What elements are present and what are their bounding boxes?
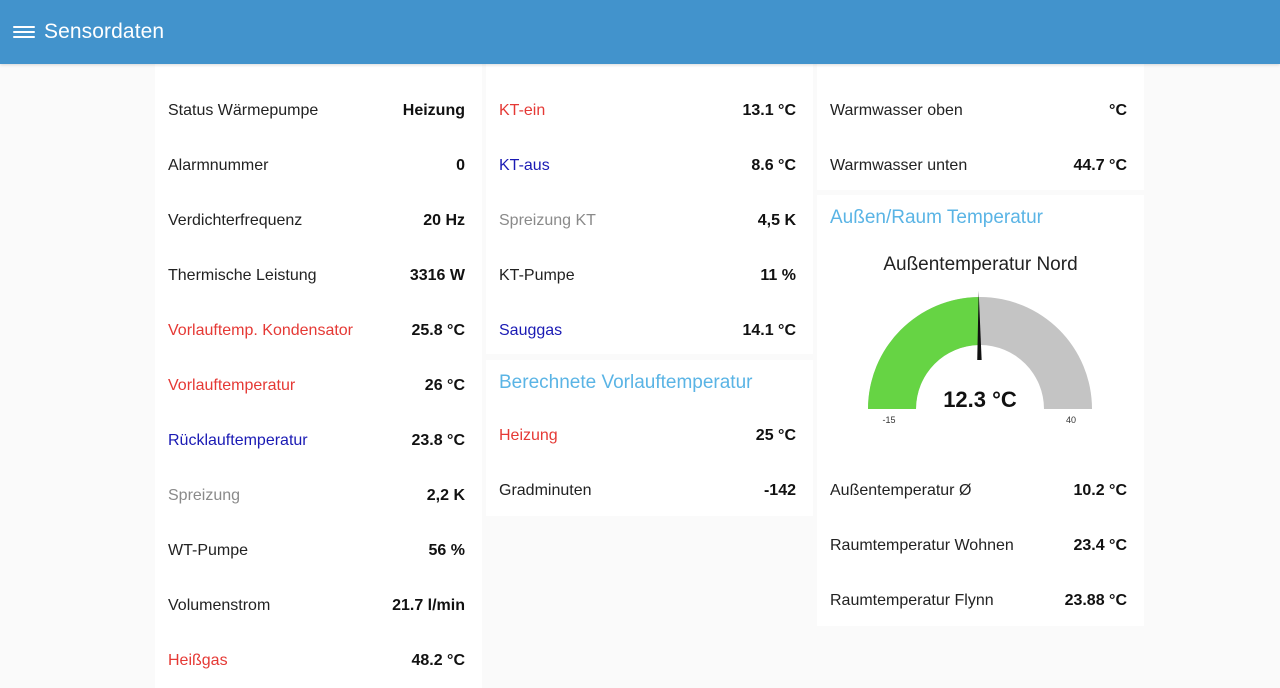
row-value: 4,5 K <box>757 211 796 229</box>
data-row-aussentemperatur-o: Außentemperatur Ø 10.2 °C <box>830 463 1127 518</box>
row-label: Warmwasser oben <box>830 101 963 119</box>
row-value: 56 % <box>428 541 465 559</box>
row-label: Vorlauftemp. Kondensator <box>168 321 354 339</box>
row-value: Heizung <box>402 101 465 119</box>
data-row-raumtemperatur-wohnen: Raumtemperatur Wohnen 23.4 °C <box>830 518 1127 573</box>
data-row-alarmnummer: Alarmnummer 0 <box>168 138 465 193</box>
row-value: 23.4 °C <box>1073 536 1127 554</box>
card-aussen-raum-temperatur: Außen/Raum Temperatur Außentemperatur No… <box>817 195 1144 626</box>
row-label: Heißgas <box>168 651 228 669</box>
row-label: WT-Pumpe <box>168 541 249 559</box>
data-row-vorlauftemp-kondensator: Vorlauftemp. Kondensator 25.8 °C <box>168 303 465 358</box>
row-value: 20 Hz <box>423 211 465 229</box>
card-title-aussen-raum-temperatur: Außen/Raum Temperatur <box>830 207 1043 228</box>
data-row-spreizung: Spreizung 2,2 K <box>168 468 465 523</box>
data-row-kt-pumpe: KT-Pumpe 11 % <box>499 248 796 303</box>
row-value: -142 <box>763 481 796 499</box>
data-row-gradminuten: Gradminuten -142 <box>499 463 796 518</box>
row-label: Rücklauftemperatur <box>168 431 308 449</box>
row-value: 25 °C <box>755 426 796 444</box>
data-row-raumtemperatur-flynn: Raumtemperatur Flynn 23.88 °C <box>830 573 1127 628</box>
data-row-verdichterfrequenz: Verdichterfrequenz 20 Hz <box>168 193 465 248</box>
gauge-value: 12.3 °C <box>943 387 1017 412</box>
row-label: Gradminuten <box>499 481 592 499</box>
row-value: °C <box>1109 101 1127 119</box>
row-label: Status Wärmepumpe <box>168 101 319 119</box>
row-value: 25.8 °C <box>411 321 465 339</box>
gauge-max-label: 40 <box>1066 415 1076 425</box>
row-value: 3316 W <box>409 266 465 284</box>
row-label: Vorlauftemperatur <box>168 376 296 394</box>
row-label: KT-aus <box>499 156 550 174</box>
app-header: Sensordaten <box>0 0 1280 64</box>
gauge-fill <box>868 297 980 409</box>
row-value: 23.88 °C <box>1064 591 1127 609</box>
data-row-thermische-leistung: Thermische Leistung 3316 W <box>168 248 465 303</box>
data-row-vorlauftemperatur: Vorlauftemperatur 26 °C <box>168 358 465 413</box>
data-row-ruecklauftemperatur: Rücklauftemperatur 23.8 °C <box>168 413 465 468</box>
data-row-heizung: Heizung 25 °C <box>499 408 796 463</box>
data-row-warmwasser-oben: Warmwasser oben °C <box>830 83 1127 138</box>
row-value: 14.1 °C <box>742 321 796 339</box>
data-row-kt-ein: KT-ein 13.1 °C <box>499 83 796 138</box>
row-label: KT-Pumpe <box>499 266 575 284</box>
data-row-status-waermepumpe: Status Wärmepumpe Heizung <box>168 83 465 138</box>
gauge-title: Außentemperatur Nord <box>883 254 1078 275</box>
outdoor-temperature-gauge: 12.3 °C -15 40 <box>868 291 1092 425</box>
data-row-heissgas: Heißgas 48.2 °C <box>168 633 465 688</box>
data-row-sauggas: Sauggas 14.1 °C <box>499 303 796 358</box>
row-label: Thermische Leistung <box>168 266 317 284</box>
page-title: Sensordaten <box>44 20 165 43</box>
row-value: 23.8 °C <box>411 431 465 449</box>
card-title-berechnete-vorlauftemperatur: Berechnete Vorlauftemperatur <box>499 372 753 393</box>
card-verdichter-wp: Verdichter WP Status WärmepumpeHeizungAl… <box>155 34 482 688</box>
row-value: 21.7 l/min <box>392 596 465 614</box>
data-row-volumenstrom: Volumenstrom 21.7 l/min <box>168 578 465 633</box>
row-label: Spreizung KT <box>499 211 596 229</box>
row-label: Raumtemperatur Flynn <box>830 591 994 609</box>
row-value: 44.7 °C <box>1073 156 1127 174</box>
row-value: 10.2 °C <box>1073 481 1127 499</box>
row-label: Alarmnummer <box>168 156 269 174</box>
data-row-kt-aus: KT-aus 8.6 °C <box>499 138 796 193</box>
data-row-warmwasser-unten: Warmwasser unten 44.7 °C <box>830 138 1127 193</box>
row-value: 2,2 K <box>426 486 465 504</box>
gauge-min-label: -15 <box>882 415 895 425</box>
row-value: 13.1 °C <box>742 101 796 119</box>
row-label: Außentemperatur Ø <box>830 481 972 499</box>
row-value: 0 <box>456 156 465 174</box>
row-label: Sauggas <box>499 321 563 339</box>
row-label: Verdichterfrequenz <box>168 211 303 229</box>
row-value: 26 °C <box>424 376 465 394</box>
row-label: Heizung <box>499 426 558 444</box>
data-row-wt-pumpe: WT-Pumpe 56 % <box>168 523 465 578</box>
row-label: KT-ein <box>499 101 546 119</box>
row-value: 48.2 °C <box>411 651 465 669</box>
row-label: Warmwasser unten <box>830 156 968 174</box>
card-berechnete-vorlauftemperatur: Berechnete Vorlauftemperatur Heizung 25 °… <box>486 360 813 516</box>
row-value: 11 % <box>760 266 796 284</box>
row-label: Volumenstrom <box>168 596 271 614</box>
gauge-needle <box>977 291 982 361</box>
row-value: 8.6 °C <box>751 156 796 174</box>
data-row-spreizung-kt: Spreizung KT 4,5 K <box>499 193 796 248</box>
row-label: Raumtemperatur Wohnen <box>830 536 1014 554</box>
hamburger-menu-icon[interactable] <box>13 23 35 41</box>
row-label: Spreizung <box>168 486 241 504</box>
